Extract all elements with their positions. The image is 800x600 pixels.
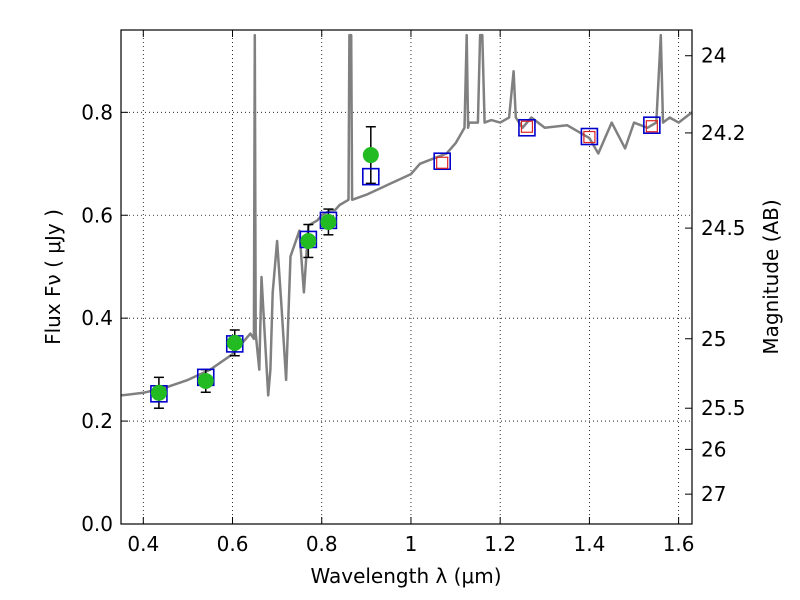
x-tick-label: 0.8 [306, 532, 338, 556]
model-photometry-square [518, 118, 536, 137]
infrared-square [436, 156, 449, 169]
x-tick-label: 1.4 [573, 532, 605, 556]
y2-axis-label: Magnitude (AB) [759, 199, 783, 354]
model-spectrum-line [121, 33, 692, 397]
y-tick-label: 0.0 [81, 512, 113, 536]
y-tick-label: 0.8 [81, 100, 113, 124]
x-axis-label: Wavelength λ (μm) [310, 564, 501, 588]
model-photometry-square [580, 127, 599, 146]
y2-tick-label: 24.2 [701, 121, 746, 145]
y-tick-label: 0.6 [81, 203, 113, 227]
y-axis-label: Flux Fν ( μJy ) [41, 209, 65, 345]
grid-lines [121, 30, 692, 525]
observed-point [320, 213, 337, 230]
x-tick-label: 1.6 [663, 532, 695, 556]
photometry-markers [150, 116, 661, 409]
x-tick-label: 1.2 [484, 532, 516, 556]
infrared-square [645, 120, 658, 133]
observed-point [197, 372, 214, 389]
x-tick-label: 1 [405, 532, 418, 556]
x-tick-label: 0.4 [127, 532, 159, 556]
infrared-square [520, 120, 534, 133]
y2-tick-label: 26 [701, 437, 726, 461]
observed-point [300, 232, 317, 249]
model-photometry-square [433, 152, 451, 171]
y-tick-label: 0.4 [81, 306, 113, 330]
y2-tick-label: 24.5 [701, 216, 746, 240]
observed-point [362, 147, 379, 164]
observed-point [226, 334, 243, 351]
model-photometry-square [362, 167, 380, 186]
y2-tick-label: 27 [701, 482, 726, 506]
y-tick-label: 0.2 [81, 409, 113, 433]
y2-tick-label: 24 [701, 44, 726, 68]
observed-point [150, 384, 167, 401]
axis-ticks: 0.4 0.6 0.8 1 1.2 1.4 1.6 0.0 0.2 0.4 0.6 0.8 24 24.2… [81, 30, 746, 556]
infrared-square [583, 130, 596, 144]
y2-tick-label: 25 [701, 327, 726, 351]
y2-tick-label: 25.5 [701, 396, 746, 420]
x-tick-label: 0.6 [217, 532, 249, 556]
plot-frame [120, 29, 693, 525]
model-photometry-square [643, 116, 661, 134]
model-spectrum-layer [121, 33, 692, 397]
